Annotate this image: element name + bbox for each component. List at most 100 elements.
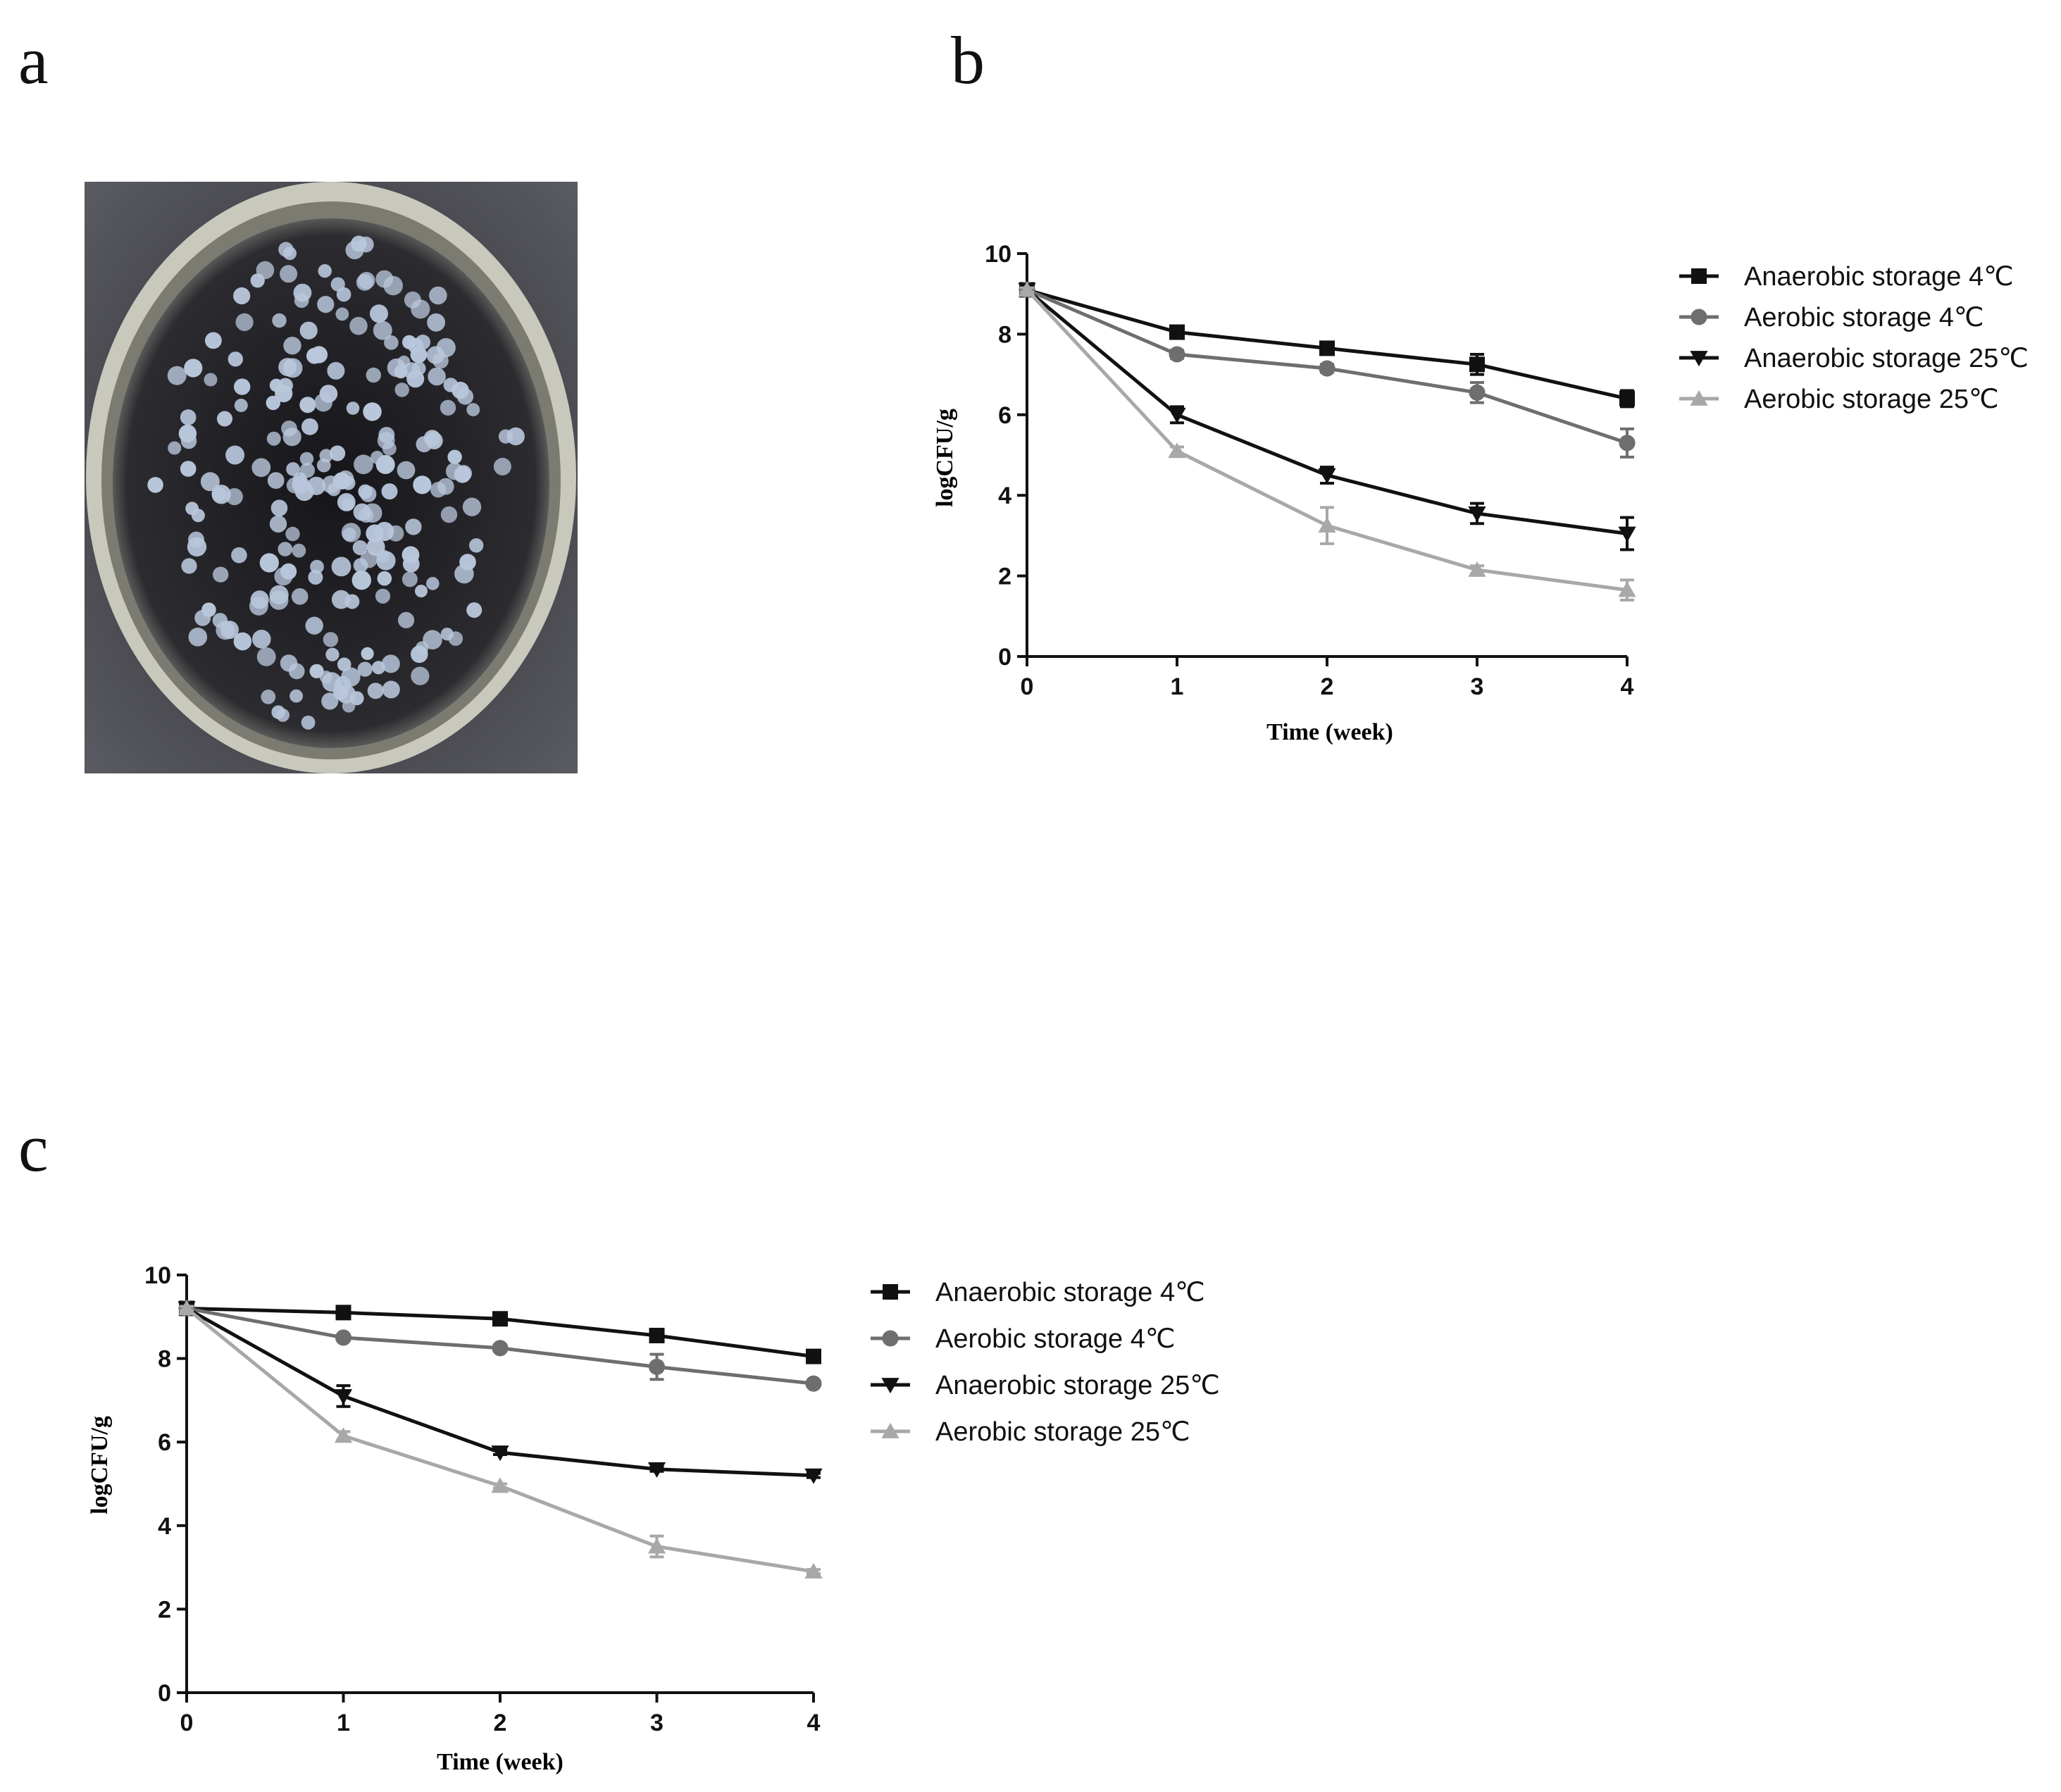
y-tick-label: 0 bbox=[158, 1680, 171, 1707]
x-tick-label: 4 bbox=[1621, 673, 1634, 700]
legend-item: Anaerobic storage 4℃ bbox=[871, 1278, 1205, 1307]
colony-dot bbox=[349, 316, 368, 335]
colony-dot bbox=[342, 528, 356, 542]
legend-item: Aerobic storage 25℃ bbox=[1679, 385, 1999, 414]
series-circle bbox=[178, 1300, 822, 1392]
colony-dot bbox=[437, 478, 454, 495]
colony-dot bbox=[278, 358, 297, 377]
colony-dot bbox=[402, 335, 416, 349]
colony-dot bbox=[184, 359, 203, 378]
colony-dot bbox=[289, 689, 303, 703]
colony-dot bbox=[234, 378, 251, 395]
colony-dot bbox=[466, 403, 480, 416]
colony-dot bbox=[288, 663, 305, 680]
legend-label: Aerobic storage 4℃ bbox=[1744, 303, 1984, 332]
data-point-marker bbox=[1690, 351, 1708, 367]
colony-dot bbox=[286, 462, 300, 476]
colony-dot bbox=[321, 692, 339, 710]
data-point-marker bbox=[178, 1300, 196, 1316]
chart-panel-b: 0 2 4 6 8 10 0 1 2 3 4 logCFU/g Time (week) Anaero… bbox=[932, 241, 2029, 745]
colony-dot bbox=[397, 355, 411, 368]
colony-dot bbox=[404, 291, 421, 309]
colony-dot bbox=[233, 287, 251, 305]
colony-dot bbox=[278, 542, 293, 556]
data-point-marker bbox=[1619, 390, 1635, 406]
colony-dot bbox=[354, 454, 373, 475]
data-point-marker bbox=[1691, 268, 1707, 284]
legend-label: Aerobic storage 4℃ bbox=[935, 1324, 1176, 1354]
colony-dot bbox=[381, 483, 398, 500]
colony-dot bbox=[428, 367, 446, 386]
colony-dot bbox=[322, 672, 342, 692]
colony-dot bbox=[259, 553, 279, 573]
x-tick-label: 2 bbox=[1321, 673, 1334, 700]
colony-dot bbox=[283, 247, 297, 261]
panel-label-b: b bbox=[951, 23, 985, 98]
x-tick-label: 4 bbox=[807, 1710, 821, 1736]
data-point-marker bbox=[492, 1340, 509, 1357]
data-point-marker bbox=[804, 1562, 823, 1579]
colony-dot bbox=[180, 461, 197, 477]
colony-dot bbox=[180, 409, 197, 425]
legend-item: Anaerobic storage 25℃ bbox=[1679, 344, 2029, 373]
colony-dot bbox=[213, 566, 229, 583]
colony-dot bbox=[397, 461, 416, 480]
colony-dot bbox=[360, 485, 377, 502]
data-point-marker bbox=[805, 1375, 822, 1392]
colony-dot bbox=[377, 571, 392, 586]
colony-dot bbox=[411, 666, 430, 685]
colony-dot bbox=[401, 571, 418, 587]
colony-dot bbox=[167, 366, 187, 385]
data-point-marker bbox=[806, 1348, 821, 1364]
colony-dot bbox=[267, 472, 285, 489]
colony-dot bbox=[426, 577, 440, 590]
colony-dot bbox=[358, 272, 375, 290]
colony-dot bbox=[266, 395, 280, 411]
colony-dot bbox=[283, 337, 301, 355]
colony-dot bbox=[394, 382, 409, 397]
colony-dot bbox=[299, 452, 314, 466]
colony-dot bbox=[367, 683, 384, 699]
colony-dot bbox=[384, 335, 399, 350]
data-point-marker bbox=[1018, 281, 1036, 297]
plot-area-b: 0 2 4 6 8 10 0 1 2 3 4 bbox=[985, 241, 1636, 700]
x-axis-label-c: Time (week) bbox=[437, 1749, 563, 1775]
colony-dot bbox=[188, 531, 204, 548]
colony-dot bbox=[416, 641, 429, 654]
colony-dot bbox=[231, 547, 247, 564]
y-tick-label: 6 bbox=[158, 1429, 171, 1456]
colony-dot bbox=[256, 647, 276, 666]
colony-dot bbox=[361, 647, 374, 661]
series-circle bbox=[1019, 281, 1636, 459]
colony-dot bbox=[466, 602, 482, 618]
colony-dot bbox=[276, 708, 289, 722]
x-tick-label: 3 bbox=[1471, 673, 1484, 700]
colony-dot bbox=[330, 445, 346, 461]
colony-dot bbox=[387, 525, 404, 542]
colony-dot bbox=[462, 497, 482, 516]
colony-dot bbox=[429, 286, 447, 305]
colony-dot bbox=[301, 715, 316, 730]
data-point-marker bbox=[1169, 346, 1185, 363]
colony-dot bbox=[251, 458, 271, 478]
colony-dot bbox=[325, 647, 340, 661]
colony-dot bbox=[402, 555, 420, 573]
y-tick-label: 8 bbox=[158, 1346, 171, 1373]
y-tick-label: 2 bbox=[998, 564, 1011, 590]
y-tick-label: 0 bbox=[998, 644, 1011, 671]
colony-dot bbox=[447, 449, 462, 464]
legend-item: Anaerobic storage 25℃ bbox=[871, 1371, 1220, 1400]
data-point-marker bbox=[649, 1327, 665, 1343]
colony-dot bbox=[346, 402, 360, 415]
legend-b: Anaerobic storage 4℃ Aerobic storage 4℃ An… bbox=[1679, 262, 2029, 414]
data-point-marker bbox=[1169, 324, 1185, 340]
colony-dot bbox=[375, 455, 395, 474]
data-point-marker bbox=[647, 1538, 666, 1554]
colony-dot bbox=[266, 431, 281, 446]
data-point-marker bbox=[804, 1468, 823, 1484]
series-triangle-down bbox=[178, 1301, 823, 1484]
data-point-marker bbox=[882, 1330, 899, 1347]
colony-dot bbox=[270, 499, 288, 516]
colony-dot bbox=[188, 628, 208, 647]
series-square bbox=[1019, 282, 1635, 409]
